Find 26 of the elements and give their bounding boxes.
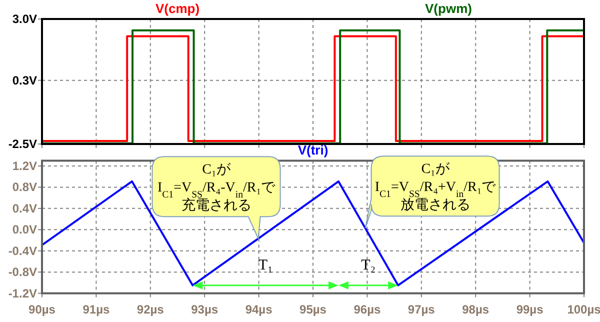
x-tick-label: 95µs [300,302,327,316]
x-tick-label: 93µs [191,302,218,316]
x-tick-label: 98µs [462,302,490,316]
x-tick-label: 91µs [82,302,110,316]
x-tick-label: 99µs [516,302,544,316]
series-label: V(tri) [298,142,328,158]
y-tick-label: 0.4V [12,201,37,216]
y-tick-label: 1.2V [12,159,37,174]
annotation: T₂ [361,257,376,274]
y-tick-label: -0.4V [8,244,37,258]
x-tick-label: 100µs [567,302,600,316]
y-tick-label: 3.0V [12,12,37,26]
y-tick-label: 0.8V [12,180,37,194]
x-tick-label: 92µs [136,302,164,316]
x-tick-label: 96µs [354,302,381,316]
series-label: V(cmp) [155,1,200,16]
x-tick-label: 94µs [245,302,273,316]
y-tick-label: -0.8V [8,265,37,280]
y-tick-label: 0.0V [12,222,37,237]
y-tick-label: -2.5V [8,137,37,151]
x-tick-label: 90µs [28,302,56,316]
y-tick-label: 0.3V [12,73,37,88]
y-tick-label: -1.2V [8,286,37,300]
text: V(pwm) [425,1,472,16]
annotation: T₁ [258,257,273,274]
x-tick-label: 97µs [408,302,436,316]
